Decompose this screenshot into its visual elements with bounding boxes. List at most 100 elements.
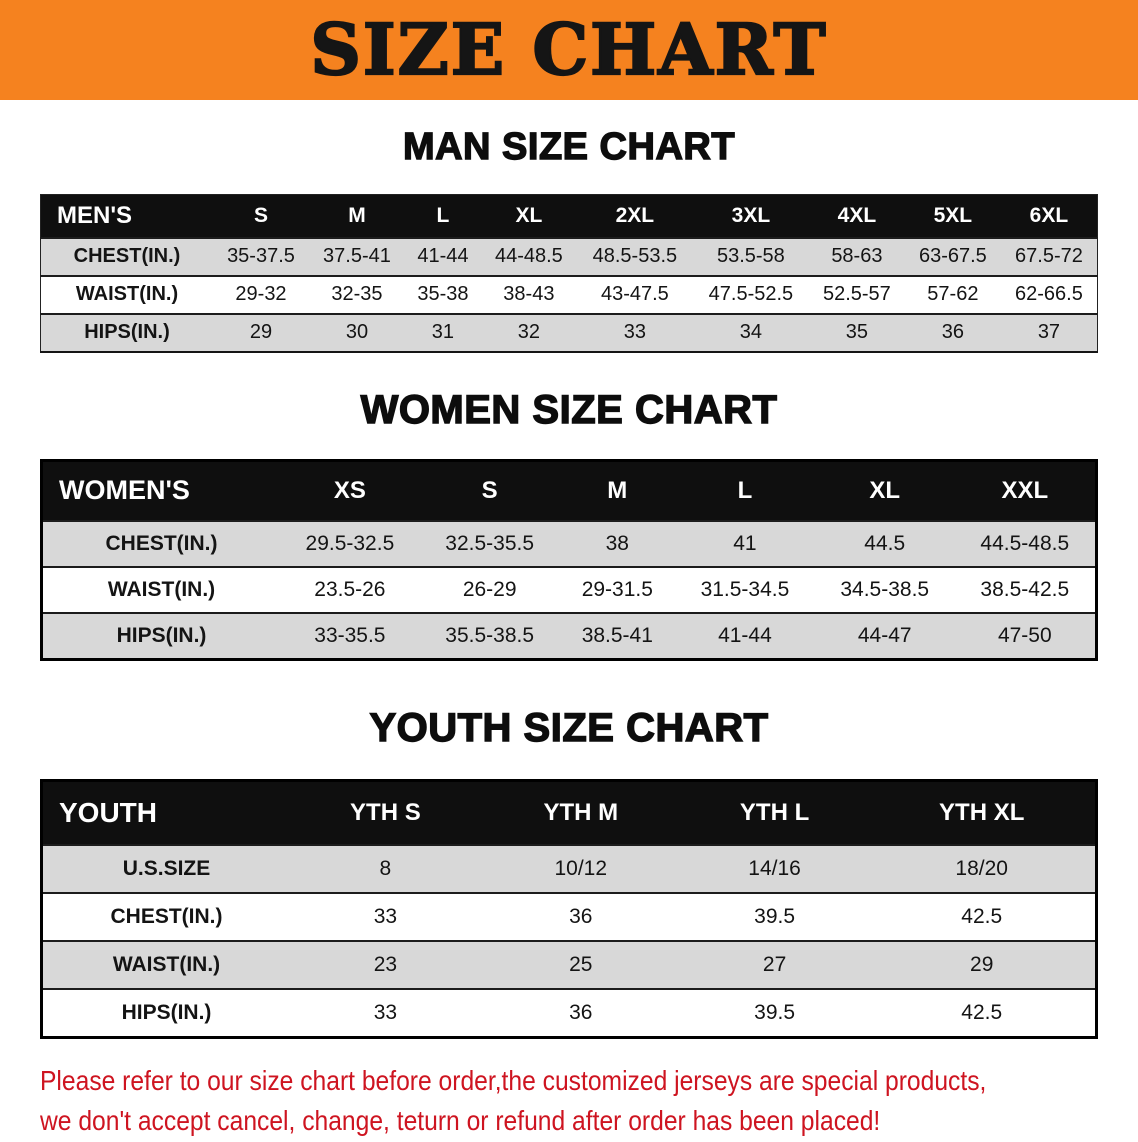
size-value: 38.5-41 [581, 623, 653, 647]
size-value: 36 [941, 321, 964, 344]
size-column-header: YTH S [290, 780, 481, 845]
size-value: 42.5 [961, 1000, 1003, 1024]
size-value: 37.5-41 [323, 245, 391, 268]
row-label: CHEST(IN.) [105, 531, 218, 555]
size-value: 42.5 [961, 904, 1003, 928]
disclaimer-line-1: Please refer to our size chart before or… [40, 1064, 987, 1096]
men-size-table: MEN'S S M L XL 2XL 3XL 4XL 5XL 6XL CHEST(IN.) 35-37… [40, 193, 1098, 353]
size-value: 31.5-34.5 [700, 577, 790, 601]
size-value: 29-31.5 [581, 577, 653, 601]
table-corner-label: YOUTH [41, 780, 290, 845]
size-value: 29-32 [235, 283, 287, 306]
size-value: 23.5-26 [314, 577, 386, 601]
size-value: 44-48.5 [494, 245, 563, 268]
size-value: 35-38 [417, 283, 469, 306]
youth-size-table: YOUTH YTH S YTH M YTH L YTH XL U.S.SIZE 8 10/12… [40, 778, 1098, 1039]
size-value: 27 [762, 952, 787, 976]
size-value: 41-44 [417, 245, 469, 268]
size-value: 44-47 [857, 623, 912, 647]
size-value: 35 [845, 321, 869, 344]
size-value: 38-43 [503, 283, 555, 306]
size-value: 34 [739, 321, 763, 344]
row-label: CHEST(IN.) [110, 904, 223, 928]
size-column-header: YTH XL [868, 780, 1097, 845]
size-value: 39.5 [754, 1000, 796, 1024]
size-value: 25 [569, 952, 593, 976]
size-value: 33 [373, 904, 398, 928]
table-row: WAIST(IN.) 29-32 32-35 35-38 38-43 43-47.5 47.… [40, 275, 1098, 314]
page-title: SIZE CHART [309, 8, 828, 91]
size-value: 14/16 [748, 856, 801, 880]
size-value: 63-67.5 [918, 245, 987, 268]
size-value: 41 [733, 531, 757, 555]
size-value: 35-37.5 [227, 245, 295, 268]
size-value: 10/12 [554, 856, 608, 880]
size-value: 29.5-32.5 [305, 531, 395, 555]
banner: SIZE CHART [0, 0, 1138, 100]
table-header-row: YOUTH YTH S YTH M YTH L YTH XL [41, 780, 1097, 845]
size-column-header: 2XL [576, 194, 693, 238]
size-value: 47.5-52.5 [708, 283, 794, 306]
size-column-header: 3XL [692, 194, 809, 238]
men-section-heading: MAN SIZE CHART [402, 125, 736, 168]
table-row: CHEST(IN.) 35-37.5 37.5-41 41-44 44-48.5 48.5… [40, 237, 1098, 276]
table-row: WAIST(IN.) 23 25 27 29 [41, 940, 1097, 989]
size-value: 36 [569, 1000, 593, 1024]
size-value: 34.5-38.5 [840, 577, 930, 601]
size-value: 37 [1037, 321, 1061, 344]
size-value: 43-47.5 [600, 283, 669, 306]
size-value: 33 [623, 321, 646, 344]
women-size-section: WOMEN SIZE CHART WOMEN'S XS S M L XL XXL CHEST(… [0, 387, 1138, 661]
men-size-section: MAN SIZE CHART MEN'S S M L XL 2XL 3XL 4XL 5XL 6XL… [0, 125, 1138, 353]
row-label: U.S.SIZE [122, 856, 211, 880]
size-value: 67.5-72 [1015, 245, 1083, 268]
table-corner-label: MEN'S [40, 194, 213, 238]
size-value: 44.5-48.5 [980, 531, 1070, 555]
size-value: 62-66.5 [1015, 283, 1083, 306]
table-row: CHEST(IN.) 33 36 39.5 42.5 [41, 892, 1097, 941]
size-value: 32 [517, 321, 540, 344]
disclaimer-line-2: we don't accept cancel, change, teturn o… [40, 1105, 881, 1137]
row-label: HIPS(IN.) [84, 321, 170, 344]
size-column-header: YTH M [480, 780, 681, 845]
size-column-header: S [213, 194, 309, 238]
size-value: 33 [373, 1000, 398, 1024]
size-column-header: XL [480, 194, 577, 238]
row-label: HIPS(IN.) [116, 623, 207, 647]
youth-size-section: YOUTH SIZE CHART YOUTH YTH S YTH M YTH L YTH… [0, 705, 1138, 1039]
size-column-header: XL [814, 460, 955, 521]
table-header-row: WOMEN'S XS S M L XL XXL [41, 460, 1097, 521]
table-row: HIPS(IN.) 33 36 39.5 42.5 [41, 988, 1097, 1038]
size-value: 44.5 [864, 531, 906, 555]
disclaimer: Please refer to our size chart before or… [40, 1061, 1110, 1142]
table-row: U.S.SIZE 8 10/12 14/16 18/20 [41, 844, 1097, 893]
size-column-header: XS [280, 460, 420, 521]
size-value: 53.5-58 [716, 245, 785, 268]
size-value: 58-63 [831, 245, 883, 268]
size-column-header: L [675, 460, 815, 521]
row-label: HIPS(IN.) [121, 1000, 212, 1024]
table-row: CHEST(IN.) 29.5-32.5 32.5-35.5 38 41 44.5 44.5… [41, 520, 1097, 567]
row-label: WAIST(IN.) [112, 952, 221, 976]
size-value: 23 [373, 952, 398, 976]
size-value: 57-62 [927, 283, 979, 306]
size-value: 33-35.5 [314, 623, 386, 647]
youth-section-heading: YOUTH SIZE CHART [369, 705, 769, 750]
row-label: WAIST(IN.) [107, 577, 216, 601]
size-value: 26-29 [462, 577, 517, 601]
size-column-header: S [419, 460, 560, 521]
size-value: 32.5-35.5 [445, 531, 535, 555]
size-value: 47-50 [997, 623, 1052, 647]
size-column-header: L [404, 194, 481, 238]
size-value: 52.5-57 [822, 283, 891, 306]
size-column-header: 6XL [1000, 194, 1098, 238]
size-value: 32-35 [331, 283, 383, 306]
table-row: HIPS(IN.) 33-35.5 35.5-38.5 38.5-41 41-44 44-… [41, 612, 1097, 660]
size-value: 30 [345, 321, 369, 344]
size-value: 38 [605, 531, 629, 555]
row-label: CHEST(IN.) [73, 245, 181, 268]
size-column-header: 5XL [904, 194, 1001, 238]
size-column-header: M [308, 194, 405, 238]
row-label: WAIST(IN.) [75, 283, 179, 306]
